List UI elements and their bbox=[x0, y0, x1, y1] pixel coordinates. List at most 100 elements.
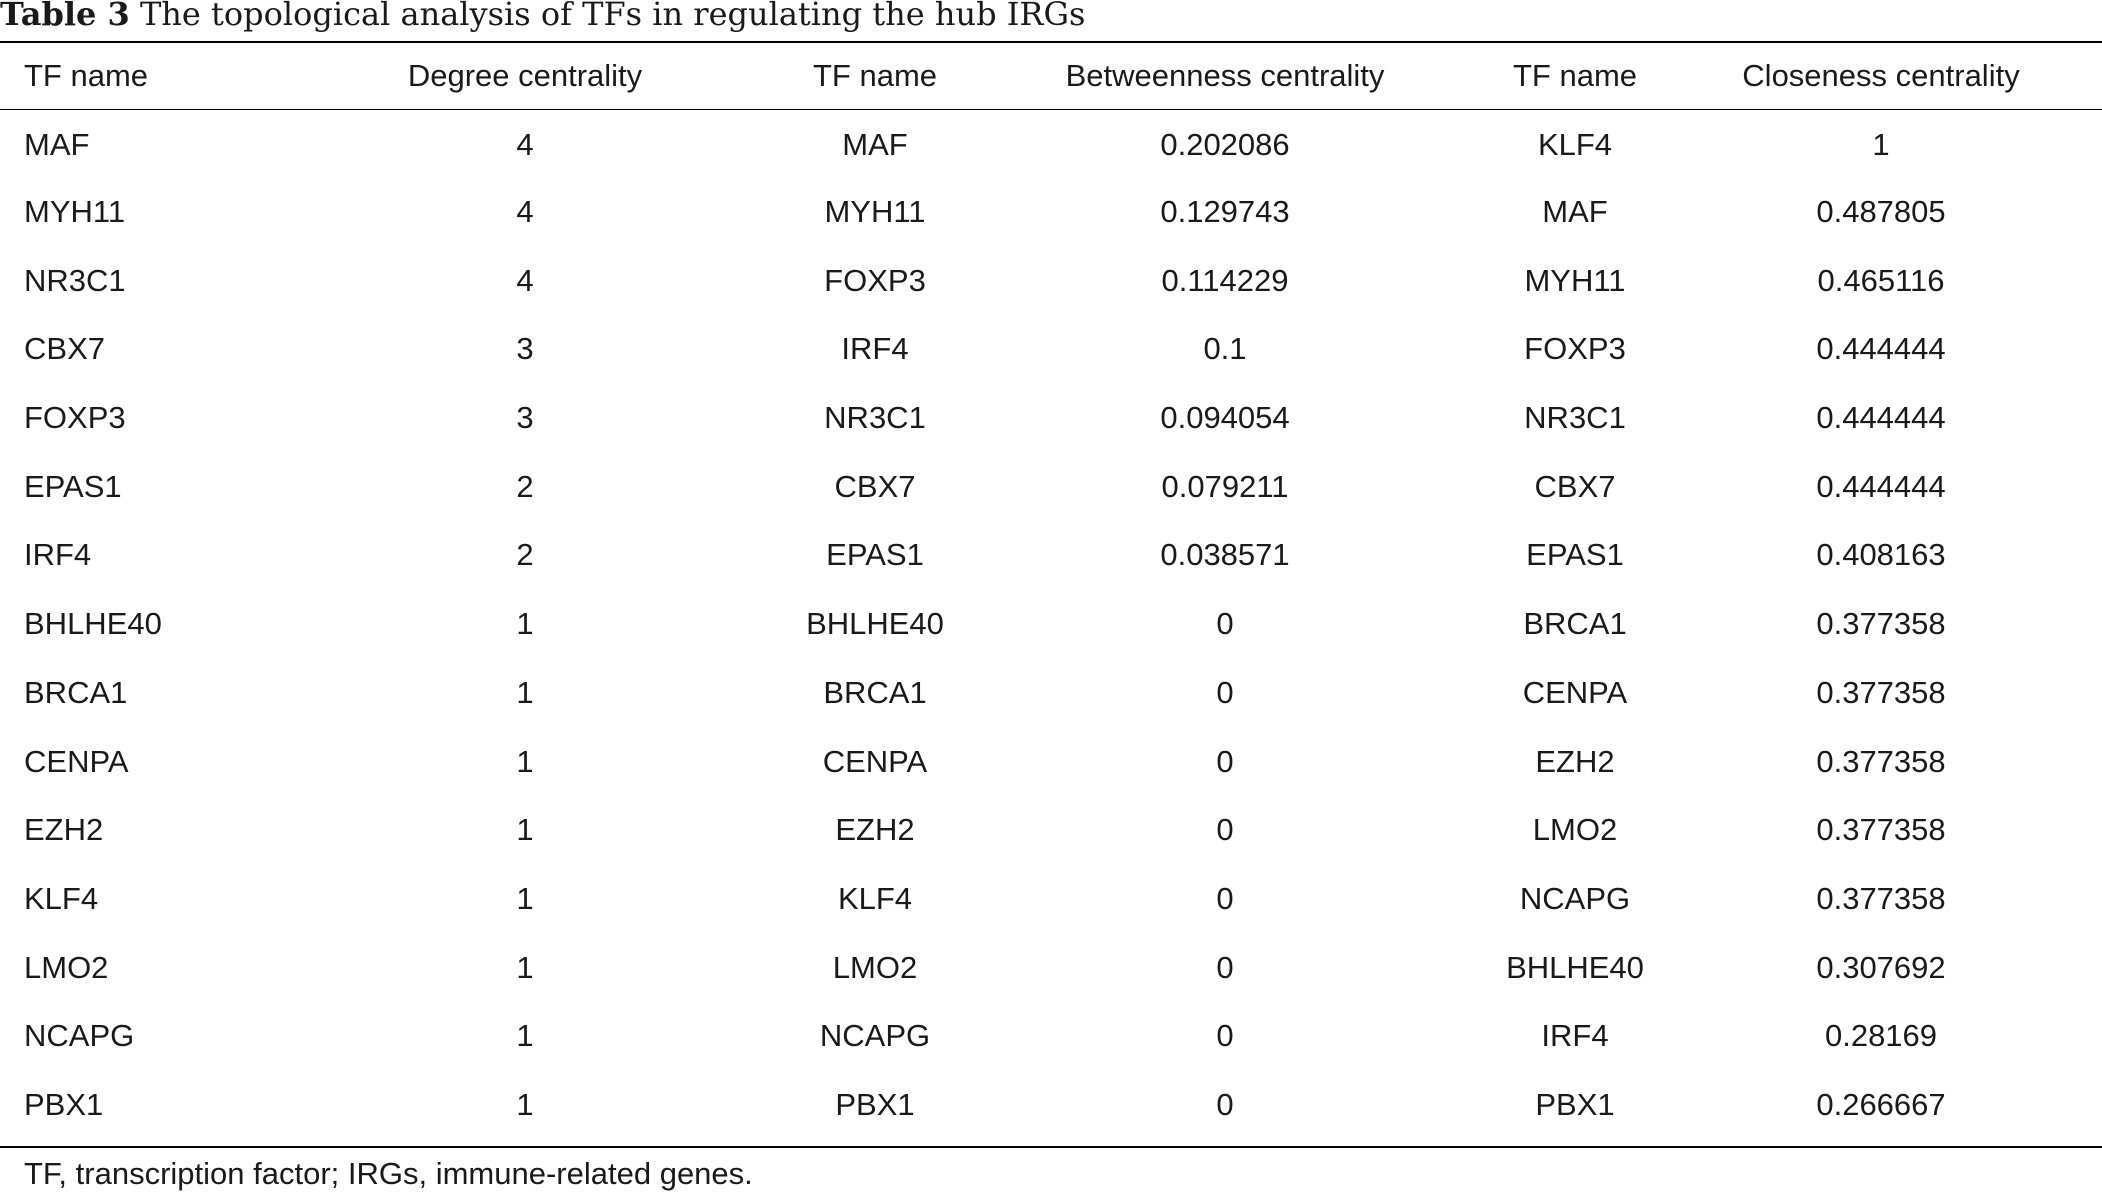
table-row: PBX1 1 PBX1 0 PBX1 0.266667 bbox=[0, 1071, 2102, 1140]
tf-name-cell: CBX7 bbox=[834, 468, 916, 504]
tf-name-cell: BHLHE40 bbox=[806, 606, 944, 642]
closeness-centrality-cell: 0.444444 bbox=[1816, 331, 1946, 367]
tf-name-cell: IRF4 bbox=[841, 331, 909, 367]
degree-centrality-cell: 3 bbox=[516, 400, 534, 436]
betweenness-centrality-cell: 0.1 bbox=[1203, 331, 1247, 367]
tf-name-cell: KLF4 bbox=[1537, 127, 1613, 163]
tf-name-cell: IRF4 bbox=[24, 537, 92, 573]
tf-name-cell: CENPA bbox=[1522, 674, 1628, 710]
tf-name-cell: EPAS1 bbox=[826, 537, 924, 573]
betweenness-centrality-cell: 0 bbox=[1216, 1086, 1234, 1122]
closeness-centrality-cell: 0.266667 bbox=[1816, 1086, 1946, 1122]
degree-centrality-cell: 4 bbox=[516, 127, 534, 163]
tf-name-cell: BRCA1 bbox=[823, 674, 927, 710]
table-caption: Table 3 The topological analysis of TFs … bbox=[0, 0, 1085, 34]
tf-name-cell: MAF bbox=[1542, 194, 1608, 230]
closeness-centrality-cell: 0.444444 bbox=[1816, 468, 1946, 504]
tf-topology-table: TF name Degree centrality TF name Betwee… bbox=[0, 43, 2102, 1139]
tf-name-cell: FOXP3 bbox=[24, 400, 126, 436]
degree-centrality-cell: 3 bbox=[516, 331, 534, 367]
table-row: NCAPG 1 NCAPG 0 IRF4 0.28169 bbox=[0, 1002, 2102, 1071]
table-row: BRCA1 1 BRCA1 0 CENPA 0.377358 bbox=[0, 659, 2102, 728]
closeness-centrality-cell: 0.487805 bbox=[1816, 194, 1946, 230]
table-row: CBX7 3 IRF4 0.1 FOXP3 0.444444 bbox=[0, 315, 2102, 384]
degree-centrality-cell: 4 bbox=[516, 194, 534, 230]
tf-name-cell: PBX1 bbox=[1535, 1086, 1615, 1122]
betweenness-centrality-cell: 0 bbox=[1216, 743, 1234, 779]
tf-name-cell: EZH2 bbox=[835, 812, 915, 848]
tf-name-cell: EPAS1 bbox=[24, 468, 122, 504]
header-rule bbox=[0, 109, 2102, 110]
degree-centrality-cell: 1 bbox=[516, 743, 534, 779]
tf-name-cell: FOXP3 bbox=[824, 262, 926, 298]
table-row: BHLHE40 1 BHLHE40 0 BRCA1 0.377358 bbox=[0, 590, 2102, 659]
table-title: The topological analysis of TFs in regul… bbox=[139, 0, 1086, 33]
degree-centrality-cell: 1 bbox=[516, 880, 534, 916]
table-row: FOXP3 3 NR3C1 0.094054 NR3C1 0.444444 bbox=[0, 384, 2102, 453]
tf-name-cell: FOXP3 bbox=[1524, 331, 1626, 367]
table-footnote: TF, transcription factor; IRGs, immune-r… bbox=[24, 1156, 753, 1191]
closeness-centrality-cell: 0.377358 bbox=[1816, 880, 1946, 916]
tf-name-cell: MAF bbox=[842, 127, 908, 163]
tf-name-cell: CBX7 bbox=[1534, 468, 1616, 504]
degree-centrality-cell: 1 bbox=[516, 1086, 534, 1122]
table-body: MAF 4 MAF 0.202086 KLF4 1 MYH11 4 MYH11 0.129743 M… bbox=[0, 109, 2102, 1139]
betweenness-centrality-cell: 0 bbox=[1216, 606, 1234, 642]
tf-name-cell: BHLHE40 bbox=[24, 606, 162, 642]
tf-name-cell: LMO2 bbox=[832, 949, 918, 985]
betweenness-centrality-cell: 0.079211 bbox=[1161, 468, 1289, 504]
table-header-row: TF name Degree centrality TF name Betwee… bbox=[0, 43, 2102, 109]
table-number: Table 3 bbox=[0, 0, 130, 33]
degree-centrality-cell: 4 bbox=[516, 262, 534, 298]
tf-name-cell: IRF4 bbox=[1541, 1018, 1609, 1054]
betweenness-centrality-cell: 0 bbox=[1216, 812, 1234, 848]
tf-name-cell: MAF bbox=[24, 127, 90, 163]
degree-centrality-cell: 2 bbox=[516, 537, 534, 573]
tf-name-cell: NCAPG bbox=[819, 1018, 931, 1054]
betweenness-centrality-cell: 0.094054 bbox=[1160, 400, 1290, 436]
table-row: LMO2 1 LMO2 0 BHLHE40 0.307692 bbox=[0, 933, 2102, 1002]
closeness-centrality-cell: 0.377358 bbox=[1816, 743, 1946, 779]
closeness-centrality-cell: 0.377358 bbox=[1816, 674, 1946, 710]
degree-centrality-cell: 1 bbox=[516, 674, 534, 710]
tf-name-cell: KLF4 bbox=[837, 880, 913, 916]
column-header: Degree centrality bbox=[407, 58, 643, 93]
closeness-centrality-cell: 0.444444 bbox=[1816, 400, 1946, 436]
tf-name-cell: NR3C1 bbox=[24, 262, 126, 298]
tf-name-cell: BRCA1 bbox=[24, 674, 128, 710]
betweenness-centrality-cell: 0.129743 bbox=[1160, 194, 1290, 230]
column-header: Closeness centrality bbox=[1742, 58, 2020, 93]
tf-name-cell: BRCA1 bbox=[1523, 606, 1627, 642]
table-row: KLF4 1 KLF4 0 NCAPG 0.377358 bbox=[0, 865, 2102, 934]
column-header: TF name bbox=[24, 58, 149, 93]
betweenness-centrality-cell: 0.038571 bbox=[1160, 537, 1290, 573]
tf-name-cell: NR3C1 bbox=[1524, 400, 1626, 436]
degree-centrality-cell: 2 bbox=[516, 468, 534, 504]
tf-name-cell: NCAPG bbox=[24, 1018, 135, 1054]
tf-name-cell: CENPA bbox=[24, 743, 129, 779]
tf-name-cell: MYH11 bbox=[1524, 262, 1626, 298]
bottom-rule bbox=[0, 1146, 2102, 1148]
tf-name-cell: EZH2 bbox=[1535, 743, 1615, 779]
tf-name-cell: MYH11 bbox=[824, 194, 926, 230]
tf-name-cell: LMO2 bbox=[1532, 812, 1618, 848]
betweenness-centrality-cell: 0.202086 bbox=[1160, 127, 1290, 163]
tf-name-cell: CENPA bbox=[822, 743, 928, 779]
degree-centrality-cell: 1 bbox=[516, 949, 534, 985]
table-row: IRF4 2 EPAS1 0.038571 EPAS1 0.408163 bbox=[0, 521, 2102, 590]
closeness-centrality-cell: 0.377358 bbox=[1816, 812, 1946, 848]
tf-name-cell: KLF4 bbox=[24, 880, 99, 916]
column-header: TF name bbox=[1512, 58, 1638, 93]
table-row: MAF 4 MAF 0.202086 KLF4 1 bbox=[0, 109, 2102, 178]
degree-centrality-cell: 1 bbox=[516, 606, 534, 642]
tf-name-cell: LMO2 bbox=[24, 949, 109, 985]
tf-name-cell: EZH2 bbox=[24, 812, 104, 848]
top-rule bbox=[0, 41, 2102, 43]
betweenness-centrality-cell: 0.114229 bbox=[1161, 262, 1289, 298]
closeness-centrality-cell: 1 bbox=[1872, 127, 1890, 163]
tf-name-cell: NR3C1 bbox=[824, 400, 926, 436]
tf-name-cell: PBX1 bbox=[835, 1086, 915, 1122]
degree-centrality-cell: 1 bbox=[516, 1018, 534, 1054]
tf-name-cell: MYH11 bbox=[24, 194, 126, 230]
closeness-centrality-cell: 0.28169 bbox=[1824, 1018, 1938, 1054]
